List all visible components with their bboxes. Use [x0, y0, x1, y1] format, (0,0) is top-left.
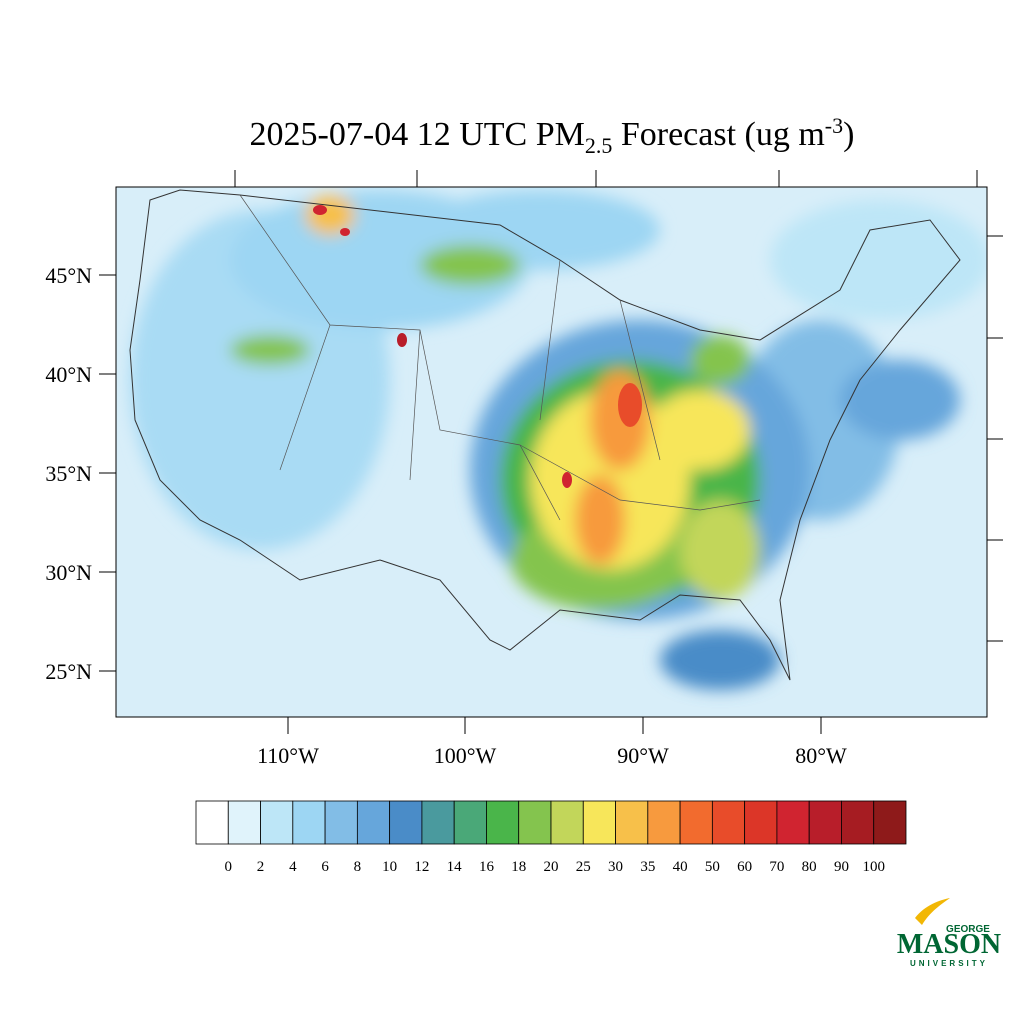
colorbar-label: 14 — [447, 859, 463, 875]
logo-main: MASON — [897, 929, 1001, 960]
colorbar-label: 12 — [414, 859, 429, 875]
title-superscript: -3 — [825, 113, 843, 138]
colorbar-box — [647, 800, 681, 845]
title-end: ) — [843, 116, 854, 153]
latitude-label: 40°N — [45, 362, 92, 387]
colorbar-box — [292, 800, 326, 845]
colorbar-box — [550, 800, 584, 845]
longitude-label: 110°W — [257, 743, 319, 768]
colorbar-label: 16 — [479, 859, 495, 875]
colorbar-box — [356, 800, 391, 845]
colorbar-label: 10 — [382, 859, 397, 875]
colorbar-label: 30 — [608, 859, 623, 875]
colorbar-box — [324, 800, 358, 845]
title-main: 2025-07-04 12 UTC PM — [250, 116, 585, 153]
colorbar-box — [195, 800, 229, 845]
colorbar-box — [679, 800, 713, 845]
logo-top: GEORGE — [946, 924, 990, 935]
colorbar-label: 25 — [576, 859, 591, 875]
colorbar-box — [421, 800, 455, 845]
colorbar-box — [486, 800, 520, 845]
colorbar-label: 60 — [737, 859, 752, 875]
logo-bottom: UNIVERSITY — [910, 959, 988, 968]
colorbar-label: 20 — [544, 859, 559, 875]
colorbar-box — [711, 800, 746, 845]
colorbar-label: 80 — [802, 859, 817, 875]
latitude-label: 35°N — [45, 461, 92, 486]
colorbar-box — [518, 800, 552, 845]
colorbar-label: 18 — [511, 859, 526, 875]
colorbar-label: 2 — [257, 859, 265, 875]
title: 2025-07-04 12 UTC PM2.5 Forecast (ug m-3… — [250, 113, 855, 158]
colorbar-box — [873, 800, 907, 845]
colorbar-box — [260, 800, 294, 845]
colorbar-label: 70 — [769, 859, 784, 875]
longitude-label: 80°W — [795, 743, 847, 768]
colorbar-box — [453, 800, 487, 845]
colorbar-box — [808, 800, 842, 845]
longitude-label: 100°W — [434, 743, 497, 768]
colorbar-label: 4 — [289, 859, 297, 875]
colorbar-box — [615, 800, 649, 845]
logo: GEORGE MASON UNIVERSITY — [897, 898, 1001, 968]
colorbar-box — [776, 800, 810, 845]
colorbar-label: 6 — [321, 859, 329, 875]
colorbar-box — [841, 800, 875, 845]
colorbar-label: 8 — [354, 859, 362, 875]
latitude-label: 30°N — [45, 560, 92, 585]
colorbar-label: 50 — [705, 859, 720, 875]
colorbar-label: 90 — [834, 859, 849, 875]
latitude-label: 25°N — [45, 659, 92, 684]
title-subscript: 2.5 — [585, 133, 613, 158]
colorbar-label: 100 — [862, 859, 885, 875]
frame-ticks — [99, 170, 1003, 734]
colorbar-label: 0 — [225, 859, 233, 875]
map-field — [116, 187, 987, 717]
colorbar-box — [389, 800, 423, 845]
colorbar-box — [582, 800, 616, 845]
title-middle: Forecast (ug m — [612, 116, 824, 153]
colorbar-label: 35 — [640, 859, 655, 875]
colorbar-box — [744, 800, 778, 845]
longitude-label: 90°W — [617, 743, 669, 768]
colorbar-box — [227, 800, 261, 845]
latitude-label: 45°N — [45, 263, 92, 288]
colorbar-label: 40 — [673, 859, 688, 875]
